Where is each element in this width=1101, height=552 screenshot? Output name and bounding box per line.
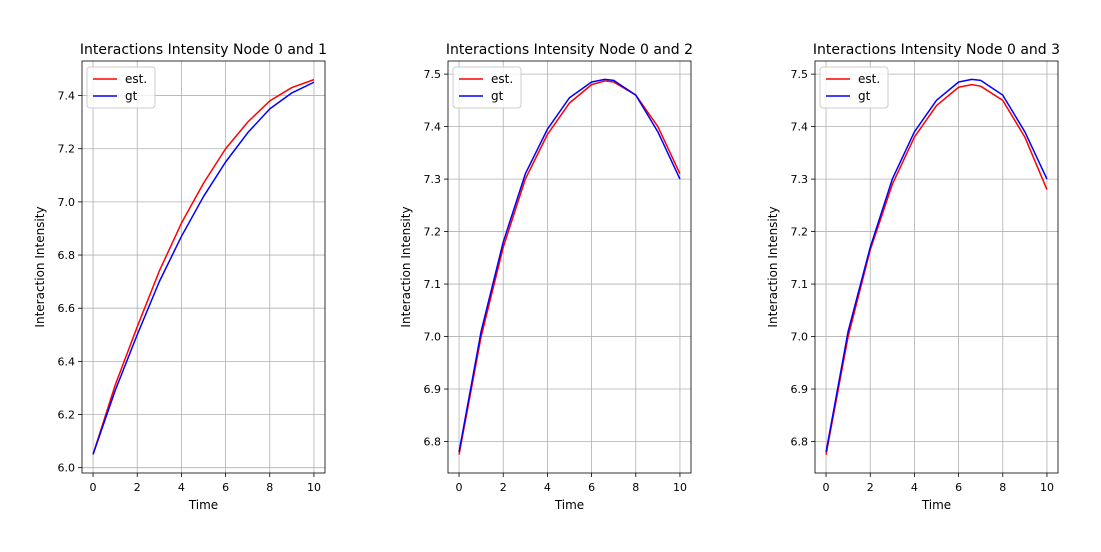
y-tick-label: 7.4 [791,121,809,134]
y-tick-label: 6.9 [791,383,809,396]
x-tick-label: 10 [673,481,687,494]
y-tick-label: 7.1 [791,278,809,291]
x-tick-label: 0 [823,481,830,494]
y-tick-label: 7.1 [424,278,442,291]
x-tick-label: 8 [632,481,639,494]
legend: est. gt [452,66,522,109]
series-line-gt [458,78,681,453]
y-axis-label: Interaction Intensity [399,206,413,327]
y-tick-label: 7.4 [58,90,76,103]
x-tick-label: 6 [588,481,595,494]
x-tick-label: 6 [955,481,962,494]
legend-label: gt [125,89,138,103]
plot-frame [814,60,1059,474]
x-tick-label: 0 [456,481,463,494]
y-tick-label: 6.2 [58,409,76,422]
x-tick-label: 4 [178,481,185,494]
y-axis-label: Interaction Intensity [33,206,47,327]
legend-label: gt [491,89,504,103]
y-tick-label: 7.5 [791,68,809,81]
x-tick-label: 6 [222,481,229,494]
y-tick-label: 7.5 [424,68,442,81]
series-line-gt [92,81,315,455]
y-tick-label: 7.0 [424,331,442,344]
y-tick-label: 7.0 [791,331,809,344]
x-tick-label: 8 [266,481,273,494]
legend-box [819,66,889,109]
x-axis-label: Time [188,498,218,512]
y-tick-label: 6.8 [791,436,809,449]
y-tick-label: 7.2 [424,226,442,239]
series-line-est [92,78,315,455]
chart-title: Interactions Intensity Node 0 and 2 [446,42,693,58]
x-axis-label: Time [554,498,584,512]
y-tick-label: 7.0 [58,196,76,209]
legend-box [452,66,522,109]
chart-title: Interactions Intensity Node 0 and 3 [813,42,1060,58]
chart-panel-2: 0 2 4 6 8 10 6.8 6.9 7.0 7.1 7.2 7.3 7.4 7.5 Interacti… [399,42,693,512]
x-tick-label: 10 [1040,481,1054,494]
y-tick-label: 7.2 [58,143,76,156]
x-tick-label: 0 [90,481,97,494]
series-line-gt [825,78,1048,453]
y-axis-label: Interaction Intensity [766,206,780,327]
x-tick-label: 4 [544,481,551,494]
legend-label: gt [858,89,871,103]
y-tick-label: 7.3 [791,173,809,186]
chart-title: Interactions Intensity Node 0 and 1 [80,42,327,58]
x-tick-label: 10 [307,481,321,494]
x-tick-label: 2 [867,481,874,494]
legend-label: est. [858,72,880,86]
y-tick-label: 7.2 [791,226,809,239]
y-tick-label: 6.4 [58,355,76,368]
x-tick-label: 8 [999,481,1006,494]
legend-label: est. [125,72,147,86]
y-tick-label: 6.8 [58,249,76,262]
legend: est. gt [819,66,889,109]
series-line-est [825,83,1048,455]
chart-panel-1: 0 2 4 6 8 10 6.0 6.2 6.4 6.6 6.8 7.0 7.2 7.4 Interacti… [33,42,327,512]
x-axis-label: Time [921,498,951,512]
chart-panel-3: 0 2 4 6 8 10 6.8 6.9 7.0 7.1 7.2 7.3 7.4 7.5 Interacti… [766,42,1060,512]
y-tick-label: 6.8 [424,436,442,449]
plot-frame [81,60,326,474]
legend: est. gt [86,66,156,109]
y-tick-label: 7.4 [424,121,442,134]
y-tick-label: 6.9 [424,383,442,396]
y-tick-label: 6.0 [58,462,76,475]
y-tick-label: 7.3 [424,173,442,186]
legend-label: est. [491,72,513,86]
plot-frame [447,60,692,474]
x-tick-label: 4 [911,481,918,494]
x-tick-label: 2 [500,481,507,494]
legend-box [86,66,156,109]
series-line-est [458,80,681,455]
x-tick-label: 2 [134,481,141,494]
y-tick-label: 6.6 [58,302,76,315]
